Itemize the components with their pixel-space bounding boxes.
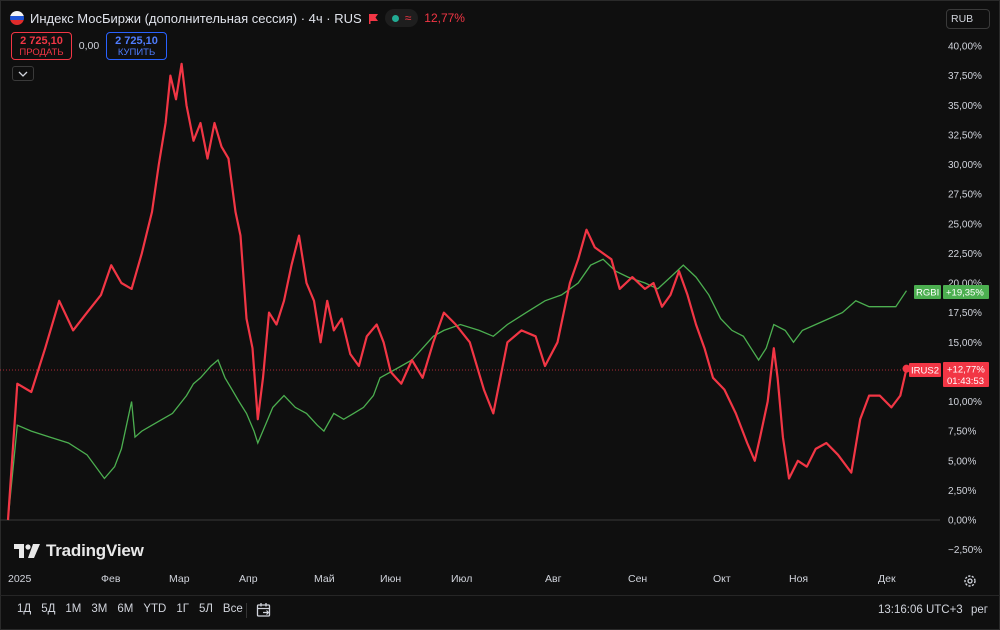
time-axis-tick: Авг (545, 573, 562, 585)
range-1y-button[interactable]: 1Г (176, 603, 189, 615)
irus-series-line[interactable] (6, 62, 908, 521)
time-axis-tick: Июл (451, 573, 472, 585)
time-axis-tick: Фев (101, 573, 121, 585)
price-axis-tick: 40,00% (948, 42, 982, 53)
price-axis-tick: 37,50% (948, 71, 982, 82)
time-axis-tick: Апр (239, 573, 258, 585)
range-ytd-button[interactable]: YTD (143, 603, 167, 615)
tradingview-logo[interactable]: TradingView (14, 541, 144, 561)
trade-buttons: 2 725,10 ПРОДАТЬ 0,00 2 725,10 КУПИТЬ (11, 32, 167, 60)
price-axis-tick: 20,00% (948, 279, 982, 290)
price-axis-tick: 32,50% (948, 130, 982, 141)
time-axis-tick: Ноя (789, 573, 808, 585)
clock-timezone[interactable]: 13:16:06 UTC+3 (878, 604, 963, 616)
sell-price: 2 725,10 (20, 35, 63, 47)
range-1m-button[interactable]: 1М (65, 603, 82, 615)
symbol-legend: Индекс МосБиржи (дополнительная сессия) … (10, 9, 465, 27)
time-axis-tick: Окт (713, 573, 731, 585)
toolbar-divider (246, 603, 247, 618)
flag-marker-icon[interactable] (368, 13, 379, 24)
irus-tag-value-box (943, 362, 989, 387)
price-axis-tick: −2,50% (948, 545, 982, 556)
range-3m-button[interactable]: 3М (91, 603, 108, 615)
buy-price: 2 725,10 (115, 35, 158, 47)
price-axis-tick: 25,00% (948, 219, 982, 230)
sell-label: ПРОДАТЬ (19, 47, 64, 58)
market-open-dot-icon (391, 14, 399, 22)
buy-button[interactable]: 2 725,10 КУПИТЬ (106, 32, 167, 60)
time-axis-tick: Дек (878, 573, 896, 585)
logo-text: TradingView (46, 541, 144, 560)
range-5d-button[interactable]: 5Д (41, 603, 56, 615)
price-axis-tick: 17,50% (948, 308, 982, 319)
price-axis-tick: 15,00% (948, 338, 982, 349)
time-axis-tick: Май (314, 573, 335, 585)
rgbi-tag-value-box (943, 285, 989, 299)
date-range-buttons: 1Д 5Д 1М 3М 6М YTD 1Г 5Л Все (12, 603, 248, 615)
time-axis-tick: Июн (380, 573, 401, 585)
range-6m-button[interactable]: 6М (117, 603, 134, 615)
rgbi-tag-name-box (914, 285, 941, 299)
time-axis-tick: Мар (169, 573, 190, 585)
price-axis-tick: 22,50% (948, 249, 982, 260)
gear-icon[interactable] (963, 574, 977, 588)
price-axis-tick: 5,00% (948, 456, 976, 467)
rgbi-tag-value: +19,35% (946, 288, 984, 299)
range-1d-button[interactable]: 1Д (17, 603, 32, 615)
range-all-button[interactable]: Все (222, 603, 243, 615)
price-axis-tick: 30,00% (948, 160, 982, 171)
price-axis-tick: 35,00% (948, 101, 982, 112)
irus-last-point (902, 364, 911, 373)
price-axis-tick: 2,50% (948, 486, 976, 497)
tradingview-logo-icon (14, 544, 40, 558)
price-axis-tick: 10,00% (948, 397, 982, 408)
irus-tag-name: IRUS2 (911, 366, 939, 377)
time-axis-tick: Сен (628, 573, 647, 585)
delayed-data-icon: ≈ (404, 11, 412, 25)
irus-countdown: 01:43:53 (947, 376, 984, 387)
irus-tag-name-box (909, 363, 941, 377)
buy-label: КУПИТЬ (117, 47, 156, 58)
spread-value: 0,00 (78, 40, 100, 52)
scale-mode-button[interactable]: рег (971, 604, 988, 616)
price-axis-tick: 0,00% (948, 516, 976, 527)
price-axis-tick: 7,50% (948, 427, 976, 438)
collapse-legend-button[interactable] (12, 66, 34, 81)
calendar-goto-icon[interactable] (256, 602, 272, 618)
bottom-toolbar: 1Д 5Д 1М 3М 6М YTD 1Г 5Л Все 13:16:06 UT… (0, 595, 1000, 626)
chevron-down-icon (18, 71, 28, 77)
currency-selector[interactable]: RUB (946, 9, 990, 29)
symbol-title[interactable]: Индекс МосБиржи (дополнительная сессия) … (30, 10, 362, 26)
rgbi-tag-name: RGBI (916, 288, 939, 299)
irus-tag-value: +12,77% (947, 365, 985, 376)
range-5y-button[interactable]: 5Л (198, 603, 213, 615)
price-axis-tick: 27,50% (948, 190, 982, 201)
rgbi-series-line[interactable] (7, 258, 908, 521)
russia-flag-icon (10, 11, 24, 25)
market-status-pill[interactable]: ≈ (384, 9, 419, 27)
change-percent: 12,77% (424, 11, 465, 25)
time-axis[interactable]: 2025 Фев Мар Апр Май Июн Июл Авг Сен Окт Ноя Дек (8, 573, 896, 585)
sell-button[interactable]: 2 725,10 ПРОДАТЬ (11, 32, 72, 60)
time-axis-tick: 2025 (8, 573, 32, 585)
